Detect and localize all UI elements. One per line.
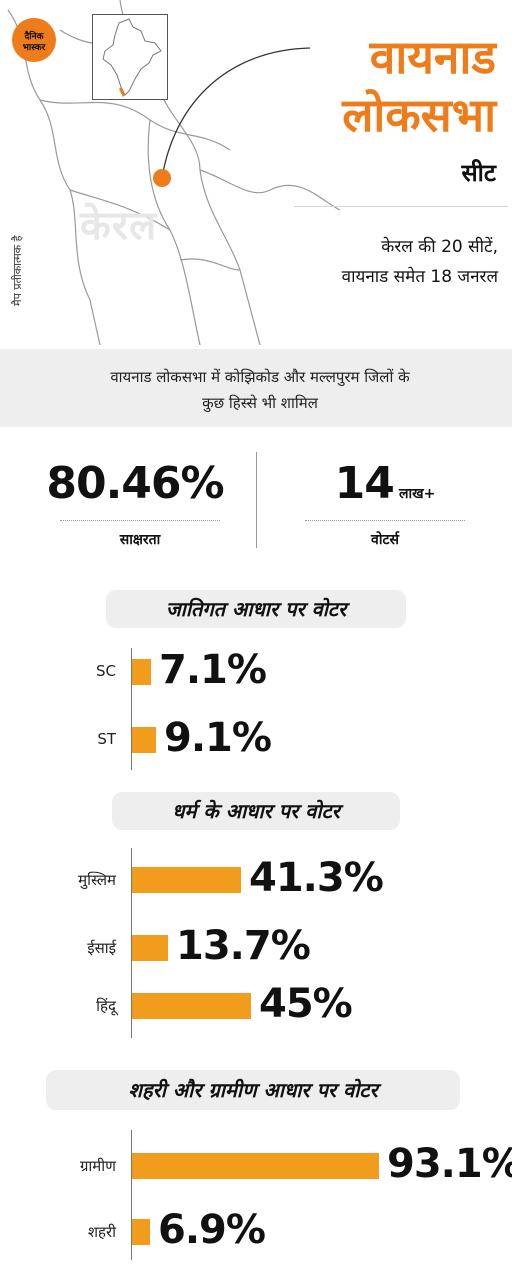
caste-chart-title: जातिगत आधार पर वोटर — [106, 590, 406, 628]
logo-line1: दैनिक — [24, 32, 44, 42]
caste-chart-axis — [131, 648, 132, 770]
bar-value-sc: 7.1% — [159, 647, 267, 693]
bar-hindu — [132, 993, 251, 1019]
bar-value-urban: 6.9% — [158, 1207, 266, 1253]
bar-value-hindu: 45% — [259, 981, 353, 1027]
bar-label-urban: शहरी — [87, 1223, 116, 1241]
voters-suffix: लाख+ — [399, 486, 436, 502]
literacy-label: साक्षरता — [119, 532, 161, 548]
bar-label-st: ST — [97, 730, 116, 748]
bar-urban — [132, 1219, 150, 1245]
info-band — [0, 349, 512, 427]
seats-note-line2: वायनाड समेत 18 जनरल — [341, 267, 498, 287]
seats-note: केरल की 20 सीटें, वायनाड समेत 18 जनरल — [268, 232, 498, 292]
header-divider — [294, 206, 508, 207]
bar-christian — [132, 935, 168, 961]
kerala-state-label: केरल — [80, 203, 158, 249]
bar-st — [132, 727, 156, 753]
bar-value-rural: 93.1% — [387, 1141, 512, 1187]
stats-vertical-divider — [256, 452, 257, 548]
voters-divider — [305, 520, 465, 521]
wayanad-marker — [153, 169, 171, 187]
seats-note-line1: केरल की 20 सीटें, — [381, 237, 498, 257]
urban-rural-chart-axis — [131, 1130, 132, 1260]
literacy-value: 80.46% — [46, 458, 224, 509]
bar-value-muslim: 41.3% — [249, 855, 384, 901]
bar-label-christian: ईसाई — [87, 939, 116, 957]
bar-sc — [132, 659, 151, 685]
map-disclaimer: मैप प्रतीकात्मक है — [6, 178, 28, 308]
bar-label-sc: SC — [96, 662, 116, 680]
subtitle-seat: सीट — [461, 159, 496, 187]
urban-rural-chart-title: शहरी और ग्रामीण आधार पर वोटर — [46, 1070, 460, 1110]
bar-label-muslim: मुस्लिम — [78, 871, 116, 889]
bar-label-rural: ग्रामीण — [79, 1157, 116, 1175]
title-line2: लोकसभा — [342, 88, 496, 142]
info-band-line1: वायनाड लोकसभा में कोझिकोड और मल्लपुरम जि… — [110, 368, 410, 386]
logo-line2: भास्कर — [22, 43, 46, 53]
info-band-line2: कुछ हिस्से भी शामिल — [202, 394, 318, 412]
voters-label: वोटर्स — [371, 532, 399, 548]
india-inset-map — [92, 14, 168, 100]
dainik-bhaskar-logo: दैनिक भास्कर — [12, 18, 56, 68]
map-disclaimer-text: मैप प्रतीकात्मक है — [11, 235, 24, 306]
bar-value-st: 9.1% — [164, 715, 272, 761]
religion-chart-axis — [131, 848, 132, 1038]
bar-label-hindu: हिंदू — [96, 997, 116, 1015]
bar-muslim — [132, 867, 241, 893]
literacy-divider — [60, 520, 220, 521]
religion-chart-title: धर्म के आधार पर वोटर — [112, 792, 400, 830]
bar-value-christian: 13.7% — [176, 923, 311, 969]
title-line1: वायनाड — [369, 30, 496, 84]
voters-value-group: 14 लाख+ — [310, 458, 460, 510]
info-band-text: वायनाड लोकसभा में कोझिकोड और मल्लपुरम जि… — [22, 364, 498, 416]
voters-value: 14 — [334, 458, 395, 509]
bar-rural — [132, 1153, 379, 1179]
